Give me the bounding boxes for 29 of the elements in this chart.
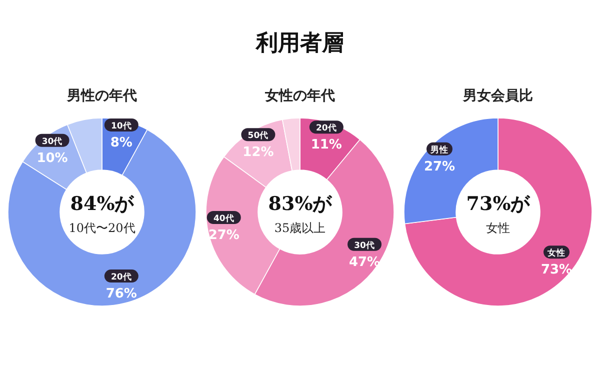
slice-label: 20代: [110, 272, 132, 283]
slice-label: 10代: [110, 120, 132, 132]
donut-slice: [404, 118, 592, 306]
text: 73%が: [466, 193, 531, 215]
data-label: 12%: [242, 145, 274, 160]
data-label: 73%: [540, 262, 572, 278]
text: 女性: [486, 221, 510, 235]
text: 84%が: [70, 193, 135, 215]
chart-title: 男性の年代: [66, 88, 137, 104]
slice-label: 30代: [42, 136, 63, 147]
data-label: 47%: [348, 254, 380, 270]
data-label: 8%: [110, 135, 132, 150]
slice-label: 40代: [213, 213, 234, 224]
text: 83%が: [268, 193, 333, 215]
data-label: 11%: [310, 138, 342, 153]
slice-label: 男性: [429, 144, 448, 156]
slice-label: 30代: [354, 240, 375, 251]
slice-label: 50代: [248, 130, 269, 142]
data-label: 76%: [106, 286, 137, 302]
data-label: 27%: [424, 159, 456, 174]
text: 35歳以上: [274, 221, 326, 235]
chart-title: 男女会員比: [462, 88, 533, 104]
chart-title: 女性の年代: [264, 88, 335, 104]
slice-label: 20代: [316, 122, 337, 134]
data-label: 10%: [36, 150, 68, 166]
text: 利用者層: [255, 30, 344, 56]
text: 10代〜20代: [68, 221, 136, 235]
data-label: 27%: [208, 228, 240, 244]
slice-label: 女性: [546, 248, 566, 259]
